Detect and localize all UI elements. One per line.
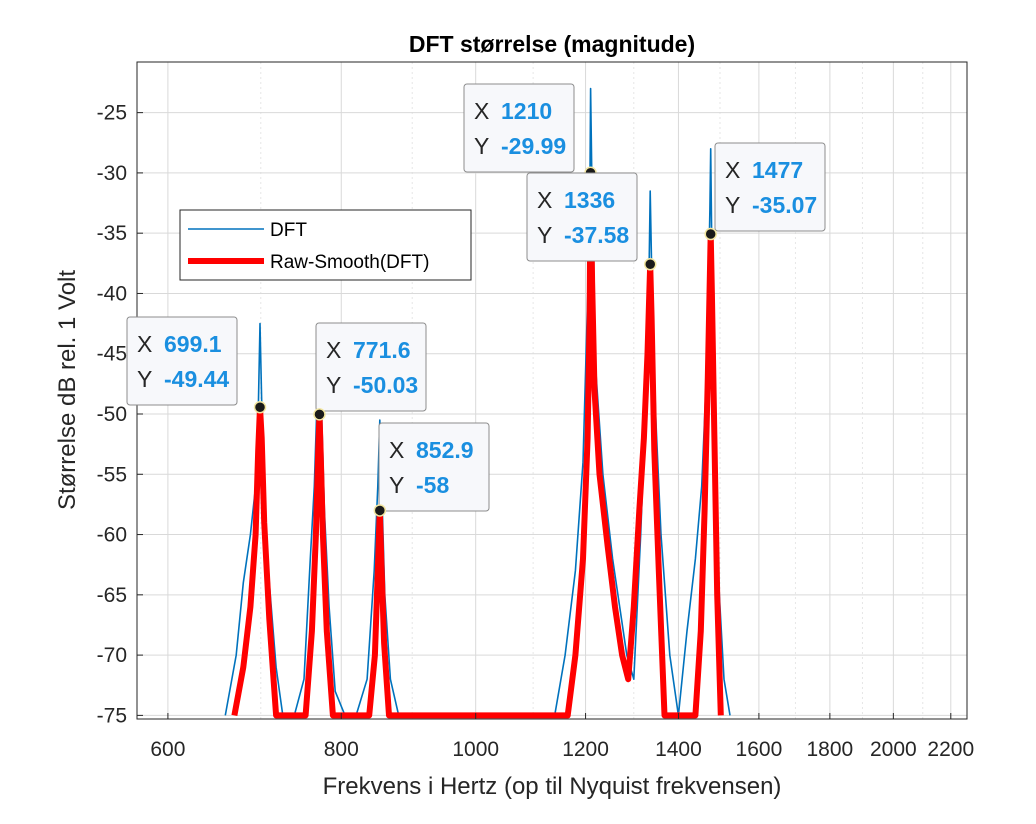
datatip-x-key: X	[326, 337, 341, 363]
x-tick-label: 600	[150, 738, 185, 761]
y-tick-label: -35	[97, 222, 127, 245]
datatip-x-key: X	[537, 187, 552, 213]
x-tick-label: 1400	[655, 738, 702, 761]
x-tick-label: 1000	[452, 738, 499, 761]
legend-box	[179, 209, 472, 281]
datatip-y-value: -35.07	[752, 192, 817, 218]
x-tick-label: 2200	[927, 738, 974, 761]
datatip-marker	[313, 408, 326, 421]
datatip-y-value: -37.58	[564, 222, 629, 248]
datatip-box	[463, 83, 575, 173]
y-tick-labels: -25 -30 -35 -40 -45 -50 -55 -60 -65 -70 -75	[97, 102, 143, 727]
datatip-box	[378, 422, 490, 512]
y-tick-label: -30	[97, 162, 127, 185]
datatip-x-key: X	[725, 157, 740, 183]
datatip-x-value: 1336	[564, 187, 615, 213]
datatip-y-value: -29.99	[501, 133, 566, 159]
datatip-marker	[643, 258, 657, 271]
datatip-y-key: Y	[389, 472, 404, 498]
datatip-y-value: -58	[416, 472, 449, 498]
datatip[interactable]: X 1336 Y -37.58	[526, 172, 657, 271]
datatip-x-value: 1477	[752, 157, 803, 183]
datatip-box	[526, 172, 638, 262]
smooth-series	[231, 169, 724, 719]
y-tick-label: -55	[97, 463, 127, 486]
datatip-marker	[704, 227, 717, 241]
datatip[interactable]: X 771.6 Y -50.03	[313, 322, 427, 421]
y-tick-label: -25	[97, 102, 127, 125]
datatip-y-key: Y	[537, 222, 552, 248]
series-layer	[224, 87, 731, 719]
datatip[interactable]: X 699.1 Y -49.44	[126, 316, 267, 414]
datatip-box	[126, 316, 238, 406]
chart-title: DFT størrelse (magnitude)	[409, 31, 695, 57]
legend-dft-label: DFT	[270, 220, 307, 241]
y-tick-label: -50	[97, 403, 127, 426]
x-tick-label: 800	[324, 738, 359, 761]
x-tick-label: 1800	[807, 738, 854, 761]
datatip[interactable]: X 852.9 Y -58	[373, 422, 490, 517]
x-axis-label: Frekvens i Hertz (op til Nyquist frekven…	[323, 773, 782, 800]
y-tick-label: -60	[97, 524, 127, 547]
datatip-y-key: Y	[725, 192, 740, 218]
y-tick-label: -45	[97, 343, 127, 366]
datatip-y-value: -49.44	[164, 366, 229, 392]
datatip-x-value: 852.9	[416, 437, 474, 463]
y-axis-label: Størrelse dB rel. 1 Volt	[54, 270, 81, 510]
datatips: X 699.1 Y -49.44 X 771.6 Y -50.03 X 852.9 Y -58 X 121…	[126, 83, 826, 517]
y-tick-label: -70	[97, 644, 127, 667]
x-tick-label: 1200	[562, 738, 609, 761]
datatip-y-key: Y	[137, 366, 152, 392]
legend-smooth-label: Raw-Smooth(DFT)	[270, 252, 429, 273]
datatip-x-key: X	[137, 331, 152, 357]
datatip-box	[714, 142, 826, 232]
datatip-x-key: X	[389, 437, 404, 463]
x-tick-label: 2000	[870, 738, 917, 761]
x-tick-labels: 600 800 1000 1200 1400 1600 1800 2000 2200	[150, 713, 974, 761]
datatip-box	[315, 322, 427, 412]
datatip-y-key: Y	[326, 372, 341, 398]
datatip-y-value: -50.03	[353, 372, 418, 398]
datatip-marker	[373, 504, 387, 517]
datatip-x-value: 1210	[501, 98, 552, 124]
x-tick-label: 1600	[736, 738, 783, 761]
datatip-x-key: X	[474, 98, 489, 124]
datatip-y-key: Y	[474, 133, 489, 159]
y-tick-label: -65	[97, 584, 127, 607]
datatip-x-value: 699.1	[164, 331, 222, 357]
datatip-marker	[253, 401, 267, 414]
y-tick-label: -40	[97, 282, 127, 305]
datatip-x-value: 771.6	[353, 337, 411, 363]
y-tick-label: -75	[97, 704, 127, 727]
legend[interactable]: DFT Raw-Smooth(DFT)	[179, 209, 472, 281]
datatip[interactable]: X 1477 Y -35.07	[704, 142, 826, 241]
